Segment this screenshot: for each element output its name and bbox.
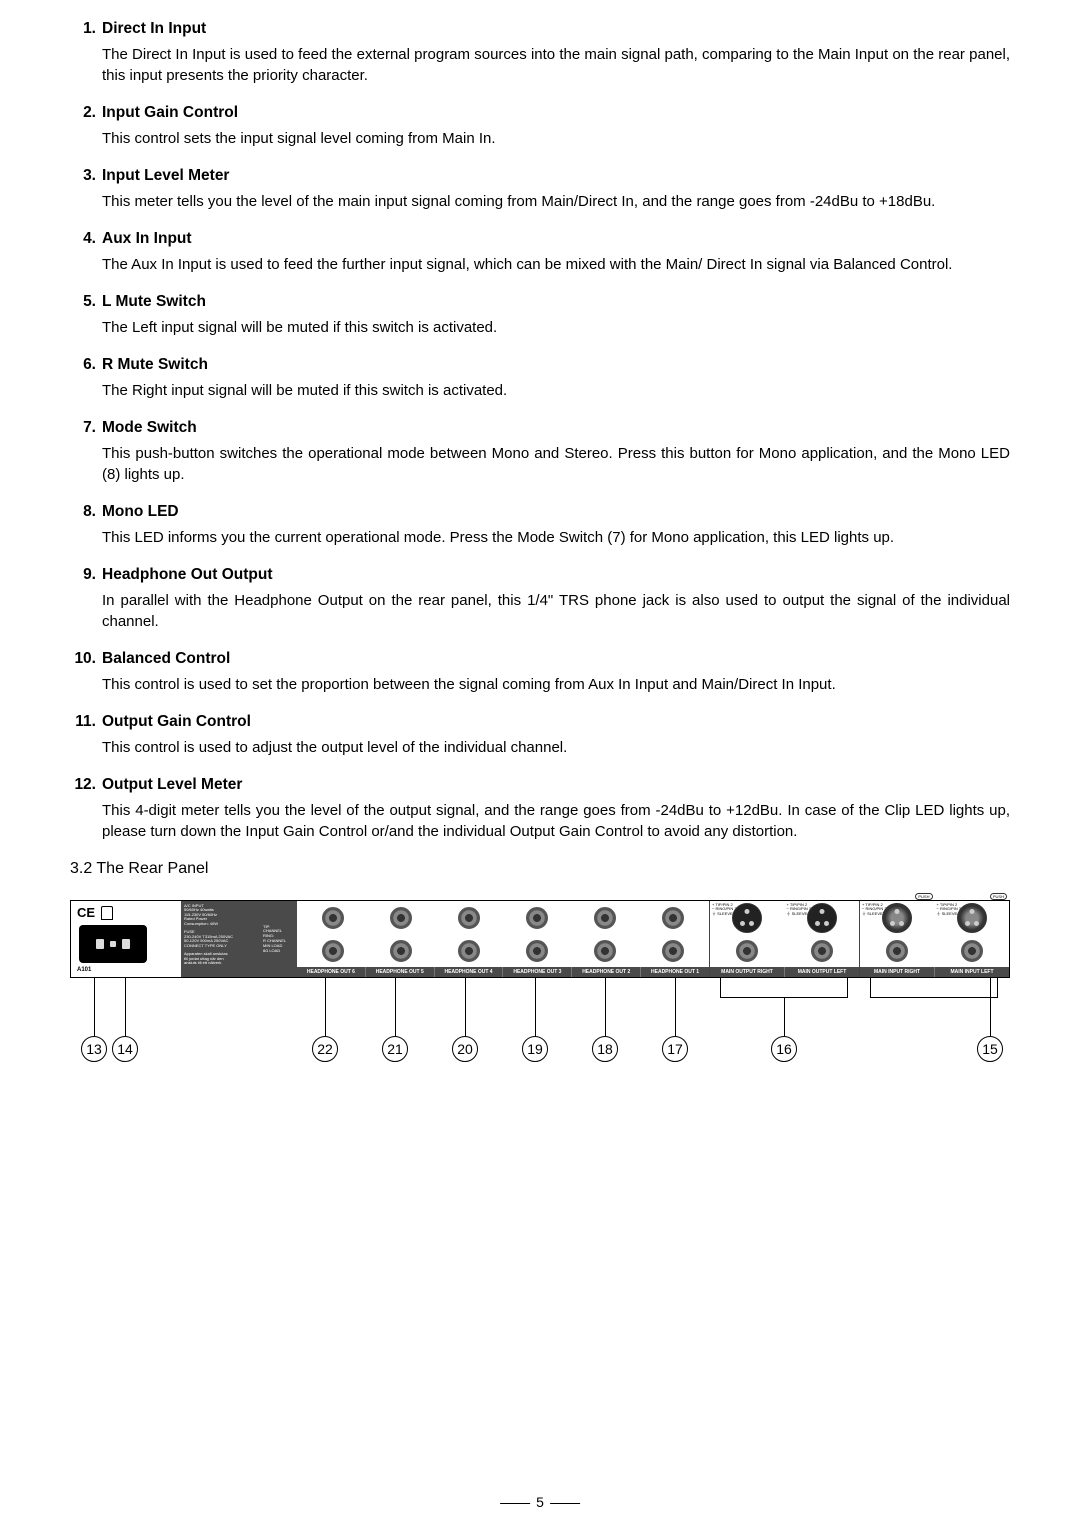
co-18: 18 <box>592 1036 618 1062</box>
page-number: 5 <box>494 1494 586 1510</box>
title: Direct In Input <box>102 20 206 38</box>
co-14: 14 <box>112 1036 138 1062</box>
co-21: 21 <box>382 1036 408 1062</box>
section-6: 6.R Mute Switch The Right input signal w… <box>70 356 1010 401</box>
main-input-block: + TIP/PIN 2 − RING/PIN 3 ⏚ SLEEVE/PIN 1P… <box>859 901 1009 977</box>
section-12: 12.Output Level Meter This 4-digit meter… <box>70 776 1010 842</box>
section-10: 10.Balanced Control This control is used… <box>70 650 1010 695</box>
rear-panel: CE A101 A/C INPUT 50/60Hz 40watts 115-23… <box>70 900 1010 978</box>
co-13: 13 <box>81 1036 107 1062</box>
section-5: 5.L Mute Switch The Left input signal wi… <box>70 293 1010 338</box>
co-22: 22 <box>312 1036 338 1062</box>
num: 1. <box>70 20 96 38</box>
xlr-combo-icon <box>882 903 912 933</box>
headphone-outputs: HEADPHONE OUT 6 HEADPHONE OUT 5 HEADPHON… <box>297 901 709 977</box>
co-15: 15 <box>977 1036 1003 1062</box>
ce-mark: CE <box>77 905 95 920</box>
section-4: 4.Aux In Input The Aux In Input is used … <box>70 230 1010 275</box>
section-11: 11.Output Gain Control This control is u… <box>70 713 1010 758</box>
co-16: 16 <box>771 1036 797 1062</box>
rear-panel-figure: CE A101 A/C INPUT 50/60Hz 40watts 115-23… <box>70 900 1010 1078</box>
channel-info: TIP: CHANNEL RING: R CHANNEL MIN LOAD 8Ω… <box>261 901 297 977</box>
jack-icon <box>322 907 344 929</box>
body: The Direct In Input is used to feed the … <box>102 44 1010 86</box>
main-output-block: + TIP/PIN 2 − RING/PIN 3 ⏚ SLEEVE/PIN 1 … <box>709 901 859 977</box>
spec-text: A/C INPUT 50/60Hz 40watts 115-230V 50/60… <box>181 901 261 977</box>
co-17: 17 <box>662 1036 688 1062</box>
xlr-icon <box>732 903 762 933</box>
model-label: A101 <box>71 967 181 973</box>
weee-icon <box>101 906 113 920</box>
section-8: 8.Mono LED This LED informs you the curr… <box>70 503 1010 548</box>
co-20: 20 <box>452 1036 478 1062</box>
section-2: 2.Input Gain Control This control sets t… <box>70 104 1010 149</box>
iec-power-inlet <box>79 925 147 963</box>
section-1: 1. Direct In Input The Direct In Input is… <box>70 20 1010 86</box>
co-19: 19 <box>522 1036 548 1062</box>
section-9: 9.Headphone Out Output In parallel with … <box>70 566 1010 632</box>
callouts: 13 14 22 21 20 19 18 17 16 15 <box>70 978 1010 1078</box>
section-3: 3.Input Level Meter This meter tells you… <box>70 167 1010 212</box>
section-7: 7.Mode Switch This push-button switches … <box>70 419 1010 485</box>
rear-panel-title: 3.2 The Rear Panel <box>70 860 1010 878</box>
